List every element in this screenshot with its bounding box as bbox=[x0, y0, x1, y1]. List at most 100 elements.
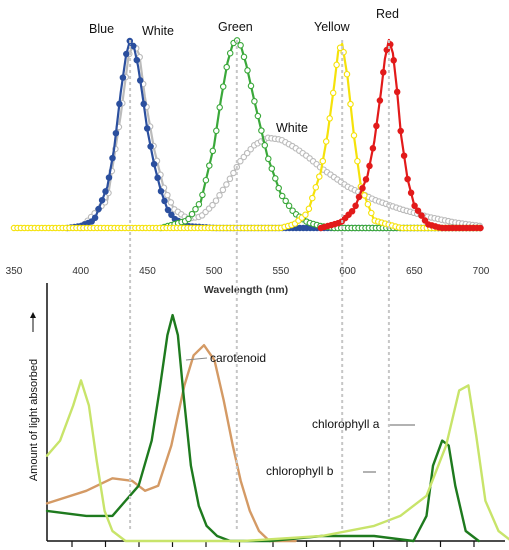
marker-red bbox=[404, 175, 411, 183]
x-tick-label-450: 450 bbox=[139, 266, 156, 277]
marker-green bbox=[265, 155, 272, 163]
marker-yellow bbox=[319, 157, 327, 165]
label-white-1: White bbox=[142, 24, 174, 38]
marker-green bbox=[254, 112, 262, 120]
marker-red bbox=[421, 217, 429, 224]
marker-blue bbox=[116, 100, 123, 108]
marker-white bbox=[223, 181, 230, 188]
label-yellow: Yellow bbox=[314, 20, 351, 34]
marker-red bbox=[352, 202, 359, 210]
marker-red bbox=[414, 207, 422, 214]
marker-green bbox=[206, 162, 213, 169]
marker-white bbox=[167, 199, 175, 206]
marker-blue bbox=[140, 100, 147, 108]
marker-yellow bbox=[316, 173, 323, 180]
marker-blue bbox=[112, 129, 120, 137]
marker-white bbox=[212, 197, 220, 204]
marker-green bbox=[258, 127, 265, 134]
marker-yellow bbox=[302, 211, 309, 219]
marker-yellow bbox=[326, 115, 333, 122]
marker-blue bbox=[109, 154, 116, 162]
marker-red bbox=[400, 152, 408, 159]
pigment-absorption-chart: Amount of light absorbed carotenoid chlo… bbox=[28, 283, 509, 547]
series-yellow bbox=[10, 42, 483, 232]
x-axis-tick-labels: 350 400 450 500 550 600 650 700 bbox=[6, 266, 490, 277]
marker-blue bbox=[130, 42, 137, 50]
label-red: Red bbox=[376, 7, 399, 21]
marker-green bbox=[285, 202, 293, 210]
marker-green bbox=[226, 49, 234, 57]
marker-green bbox=[188, 210, 196, 218]
marker-blue bbox=[157, 187, 165, 195]
marker-green bbox=[195, 201, 203, 208]
marker-blue bbox=[98, 196, 106, 204]
marker-green bbox=[216, 104, 223, 111]
marker-blue bbox=[105, 174, 113, 181]
marker-green bbox=[282, 197, 289, 205]
marker-white bbox=[216, 192, 223, 199]
marker-green bbox=[185, 215, 192, 223]
marker-red bbox=[348, 208, 356, 215]
marker-yellow bbox=[312, 184, 320, 191]
marker-white bbox=[209, 201, 216, 209]
marker-yellow bbox=[347, 100, 354, 108]
marker-blue bbox=[143, 125, 151, 132]
label-chlorophyll-a: chlorophyll a bbox=[312, 417, 380, 431]
series-green bbox=[157, 37, 484, 232]
marker-green bbox=[202, 176, 210, 184]
marker-red bbox=[407, 189, 415, 197]
marker-blue bbox=[147, 143, 154, 150]
marker-green bbox=[192, 205, 199, 213]
marker-green bbox=[251, 98, 258, 105]
marker-blue bbox=[164, 206, 172, 214]
marker-yellow bbox=[350, 132, 358, 139]
marker-green bbox=[244, 67, 251, 74]
marker-red bbox=[373, 122, 380, 130]
marker-white bbox=[164, 191, 171, 199]
marker-yellow bbox=[361, 192, 368, 199]
leader-carotenoid bbox=[185, 357, 208, 361]
series-line-blue bbox=[67, 38, 481, 230]
x-tick-label-650: 650 bbox=[406, 266, 423, 277]
marker-yellow bbox=[333, 61, 340, 69]
marker-red bbox=[376, 97, 384, 104]
marker-green bbox=[247, 82, 255, 90]
y-axis-arrow-head bbox=[30, 312, 36, 318]
marker-red bbox=[397, 127, 404, 135]
x-tick-label-400: 400 bbox=[72, 266, 89, 277]
label-blue: Blue bbox=[89, 22, 114, 36]
series-red bbox=[317, 38, 484, 232]
marker-green bbox=[209, 147, 217, 155]
marker-yellow bbox=[305, 205, 313, 213]
marker-red bbox=[362, 176, 370, 183]
series-line-chlorophyll-b bbox=[45, 313, 480, 543]
marker-yellow bbox=[364, 200, 372, 208]
marker-red bbox=[359, 184, 366, 192]
marker-green bbox=[261, 142, 269, 149]
marker-green bbox=[219, 83, 227, 90]
marker-yellow bbox=[343, 70, 351, 78]
marker-green bbox=[199, 191, 206, 199]
marker-yellow bbox=[354, 157, 361, 165]
marker-white bbox=[243, 149, 251, 157]
y-axis-title-group: Amount of light absorbed bbox=[28, 359, 40, 481]
marker-green bbox=[278, 192, 286, 200]
marker-blue bbox=[136, 77, 144, 84]
marker-blue bbox=[154, 174, 161, 182]
marker-white bbox=[247, 145, 254, 153]
x-tick-label-500: 500 bbox=[206, 266, 223, 277]
marker-green bbox=[223, 63, 230, 71]
marker-white bbox=[230, 169, 237, 177]
marker-red bbox=[477, 224, 484, 232]
marker-blue bbox=[123, 50, 130, 58]
marker-white bbox=[219, 186, 227, 194]
marker-white bbox=[226, 175, 234, 183]
marker-red bbox=[390, 57, 397, 64]
marker-blue bbox=[168, 211, 175, 219]
marker-yellow bbox=[322, 138, 330, 145]
x-tick-label-700: 700 bbox=[473, 266, 490, 277]
y-axis-title: Amount of light absorbed bbox=[28, 359, 40, 481]
label-green: Green bbox=[218, 20, 253, 34]
marker-blue bbox=[150, 160, 158, 168]
